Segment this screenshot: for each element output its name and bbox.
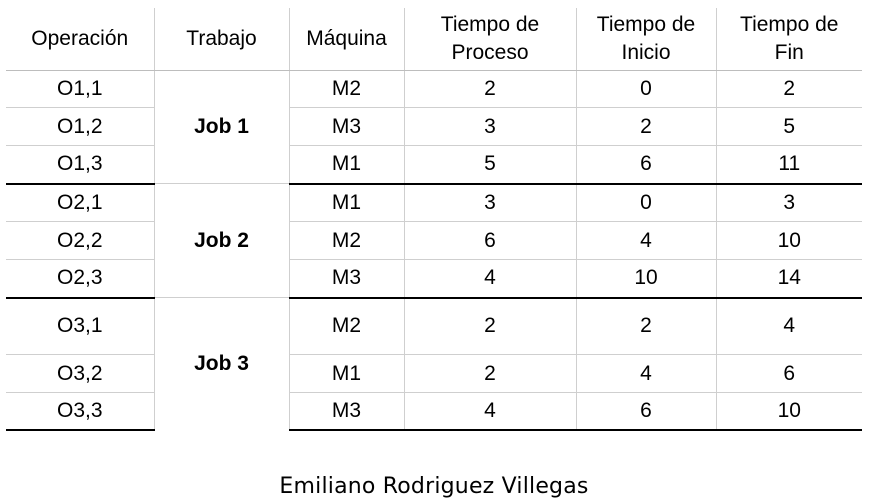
header-start-time-line2: Inicio	[621, 41, 671, 64]
operation-cell: O3,3	[6, 392, 154, 431]
process-time-cell: 4	[403, 392, 576, 431]
operation-cell: O1,1	[6, 70, 154, 108]
end-time-cell: 5	[715, 107, 862, 146]
header-machine-label: Máquina	[306, 27, 387, 50]
table-row: O3,2 M1 2 4 6	[6, 354, 862, 393]
start-time-cell: 10	[575, 259, 716, 299]
end-time-cell: 3	[715, 183, 862, 222]
process-time-cell: 6	[403, 221, 576, 260]
start-time-cell: 6	[575, 145, 716, 185]
operation-cell: O3,2	[6, 354, 154, 393]
process-time-cell: 2	[403, 354, 576, 393]
start-time-cell: 6	[575, 392, 716, 431]
header-operation-label: Operación	[31, 27, 129, 50]
end-time-cell: 10	[715, 221, 862, 260]
author-name: Emiliano Rodriguez Villegas	[279, 474, 589, 499]
end-time-cell: 11	[715, 145, 862, 185]
table-row: O2,1 Job 2 M1 3 0 3	[6, 183, 862, 298]
operation-cell: O2,1	[6, 183, 154, 222]
start-time-cell: 0	[575, 183, 716, 222]
machine-cell: M3	[288, 107, 404, 146]
start-time-cell: 2	[575, 297, 716, 355]
operation-cell: O1,2	[6, 107, 154, 146]
table-row: O3,3 M3 4 6 10	[6, 392, 862, 431]
operation-cell: O2,3	[6, 259, 154, 299]
start-time-cell: 2	[575, 107, 716, 146]
header-job-label: Trabajo	[186, 27, 257, 50]
machine-cell: M2	[288, 297, 404, 355]
header-process-time-line2: Proceso	[451, 41, 529, 64]
end-time-cell: 14	[715, 259, 862, 299]
end-time-cell: 4	[715, 297, 862, 355]
operation-cell: O3,1	[6, 297, 154, 355]
header-start-time: Tiempo de Inicio	[575, 8, 716, 71]
table-row: O1,1 Job 1 M2 2 0 2	[6, 70, 862, 184]
operation-cell: O1,3	[6, 145, 154, 185]
table-row: O1,3 M1 5 6 11	[6, 145, 862, 185]
table-row: O2,3 M3 4 10 14	[6, 259, 862, 299]
machine-cell: M1	[288, 354, 404, 393]
process-time-cell: 2	[403, 297, 576, 355]
machine-cell: M1	[288, 145, 404, 185]
header-process-time: Tiempo de Proceso	[403, 8, 576, 71]
header-process-time-line1: Tiempo de	[440, 13, 540, 36]
table-row: O2,2 M2 6 4 10	[6, 221, 862, 260]
table-row: O1,2 M3 3 2 5	[6, 107, 862, 146]
process-time-cell: 4	[403, 259, 576, 299]
header-operation: Operación	[6, 8, 154, 71]
end-time-cell: 2	[715, 70, 862, 108]
job-cell: Job 2	[153, 183, 289, 298]
header-row: Operación Trabajo Máquina Tiempo de Proc…	[6, 8, 862, 71]
end-time-cell: 10	[715, 392, 862, 431]
process-time-cell: 3	[403, 183, 576, 222]
start-time-cell: 4	[575, 221, 716, 260]
header-end-time-line1: Tiempo de	[740, 13, 839, 36]
schedule-table: Operación Trabajo Máquina Tiempo de Proc…	[6, 8, 862, 431]
job-cell: Job 3	[153, 297, 289, 430]
process-time-cell: 3	[403, 107, 576, 146]
machine-cell: M3	[288, 392, 404, 431]
machine-cell: M1	[288, 183, 404, 222]
machine-cell: M2	[288, 70, 404, 108]
header-job: Trabajo	[153, 8, 289, 71]
header-end-time: Tiempo de Fin	[715, 8, 862, 71]
machine-cell: M3	[288, 259, 404, 299]
header-end-time-line2: Fin	[774, 41, 804, 64]
process-time-cell: 5	[403, 145, 576, 185]
operation-cell: O2,2	[6, 221, 154, 260]
header-start-time-line1: Tiempo de	[596, 13, 696, 36]
job-cell: Job 1	[153, 70, 289, 184]
header-machine: Máquina	[288, 8, 404, 71]
end-time-cell: 6	[715, 354, 862, 393]
table-row: O3,1 Job 3 M2 2 2 4	[6, 297, 862, 430]
machine-cell: M2	[288, 221, 404, 260]
process-time-cell: 2	[403, 70, 576, 108]
start-time-cell: 4	[575, 354, 716, 393]
start-time-cell: 0	[575, 70, 716, 108]
